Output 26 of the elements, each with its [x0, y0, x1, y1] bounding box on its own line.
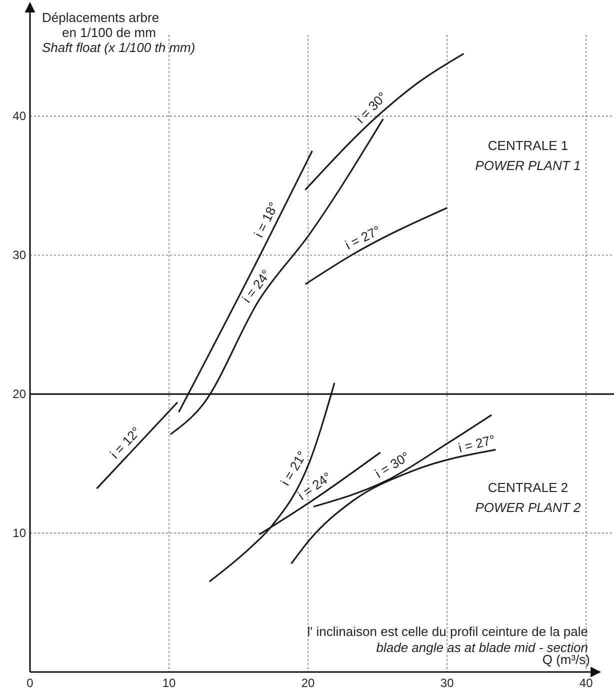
text: i = 18° [251, 200, 282, 240]
annotation: POWER PLANT 1 [475, 158, 581, 173]
y-tick-label: 40 [12, 109, 26, 124]
x-tick-label: 10 [162, 676, 176, 690]
x-tick-label: 20 [301, 676, 316, 690]
text: i = 27° [456, 432, 497, 456]
annotation: CENTRALE 1 [488, 138, 568, 153]
text: i = 21° [278, 448, 310, 488]
x-tick-label: 40 [579, 676, 594, 690]
annotation: POWER PLANT 2 [475, 500, 582, 515]
x-tick-label: 30 [440, 676, 454, 690]
line-series [304, 52, 465, 191]
text: i = 27° [342, 222, 383, 253]
y-tick-label: 30 [12, 248, 26, 262]
y-tick-label: 20 [12, 387, 26, 402]
text: i = 30° [352, 88, 390, 126]
text: i = 30° [372, 448, 412, 482]
x-tick-label: 0 [26, 676, 34, 690]
y-tick-label: 10 [12, 526, 26, 540]
annotation: CENTRALE 2 [488, 480, 568, 495]
x-axis-title: Q (m³/s) [542, 652, 590, 667]
text: i = 24° [239, 266, 274, 306]
annotation: blade angle as at blade mid - section [376, 640, 588, 655]
y-axis-title: Déplacements arbre en 1/100 de mm Shaft float (x 1/100 th mm) [42, 10, 196, 55]
annotation: l' inclinaison est celle du profil ceinture de la pale [307, 624, 588, 639]
text: i = 12° [107, 424, 144, 462]
